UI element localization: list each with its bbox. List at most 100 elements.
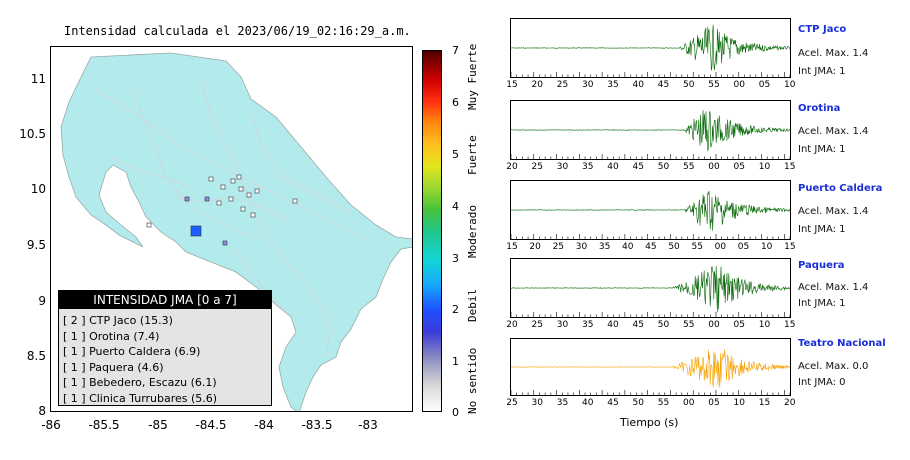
panel-tick-label: 30 [582,80,594,90]
map-ytick: 8 [38,404,46,418]
waveform-panel-teatro-nacional[interactable] [510,338,791,396]
road-network [90,76,372,358]
panel-tick-label: 10 [760,242,773,252]
station-acel: Acel. Max. 1.4 [798,126,869,137]
station-int: Int JMA: 1 [798,298,846,309]
panel-tick-label: 55 [683,162,695,172]
panel-tick-label: 10 [733,398,745,408]
panel-tick-label: 35 [607,80,619,90]
panel-tick-label: 05 [708,398,720,408]
panel-tick-label: 05 [733,162,745,172]
map-title: Intensidad calculada el 2023/06/19_02:16… [64,24,411,38]
panel-tick-label: 10 [758,320,771,330]
station-name[interactable]: CTP Jaco [798,24,847,35]
map-ytick: 10.5 [19,127,46,141]
colorbar-tick: 0 [452,406,459,419]
map-xtick: -85 [148,418,168,432]
panel-tick-label: 50 [668,242,680,252]
colorbar-tick: 2 [452,303,459,316]
colorbar-label: Debil [466,288,479,322]
station-int: Int JMA: 0 [798,377,846,388]
panel-tick-label: 15 [758,398,771,408]
panel-tick-label: 00 [714,242,727,252]
legend-title: INTENSIDAD JMA [0 a 7] [59,291,271,309]
panel-tick-label: 15 [784,242,796,252]
time-axis-title: Tiempo (s) [620,416,679,429]
panel-tick-label: 40 [607,320,619,330]
panel-tick-label: 45 [632,162,644,172]
panel-tick-label: 20 [506,162,518,172]
colorbar-tick: 7 [452,44,459,57]
intensity-colorbar [422,50,442,412]
panel-tick-label: 30 [556,162,569,172]
panel-tick-label: 05 [737,242,750,252]
colorbar-tick: 6 [452,96,459,109]
panel-tick-label: 55 [708,80,720,90]
waveform-panel-ctp-jaco[interactable] [510,18,791,78]
legend-row: [ 2 ] CTP Jaco (15.3) [63,314,173,327]
panel-tick-label: 35 [556,398,569,408]
panel-tick-label: 35 [598,242,611,252]
colorbar-label: Moderado [466,205,479,258]
panel-tick-label: 00 [733,80,745,90]
station-name[interactable]: Orotina [798,103,841,114]
panel-tick-label: 55 [683,320,695,330]
panel-tick-label: 00 [708,320,720,330]
station-markers [146,174,298,228]
colorbar-tick: 1 [452,355,459,368]
station-acel: Acel. Max. 1.4 [798,282,869,293]
colorbar-tick: 3 [452,252,459,265]
station-name[interactable]: Puerto Caldera [798,183,883,194]
panel-tick-label: 00 [708,162,720,172]
waveform-panel-puerto-caldera[interactable] [510,180,791,240]
waveform-panel-paquera[interactable] [510,258,791,318]
waveform-trace [510,24,791,77]
panel-tick-label: 20 [529,242,541,252]
station-acel: Acel. Max. 0.0 [798,361,869,372]
panel-tick-label: 05 [758,80,771,90]
panel-tick-label: 15 [506,242,518,252]
waveform-line [510,110,791,152]
map-ytick: 9 [38,294,46,308]
station-name[interactable]: Paquera [798,260,845,271]
map-ytick: 10 [30,182,46,196]
waveform-line [510,349,791,388]
panel-tick-label: 30 [575,242,588,252]
legend-row: [ 1 ] Orotina (7.4) [63,329,160,343]
waveform-trace [510,266,791,317]
map-xtick: -84.5 [195,418,227,432]
waveform-trace [510,191,791,239]
waveform-trace [510,349,791,395]
panel-tick-label: 35 [582,320,594,330]
costa-rica-map-svg [60,52,412,411]
colorbar-label: Muy Fuerte [466,43,479,110]
map-xtick: -85.5 [88,418,120,432]
panel-tick-label: 40 [607,162,619,172]
panel-tick-label: 45 [632,320,644,330]
panel-tick-label: 15 [784,162,796,172]
panel-tick-label: 30 [556,320,569,330]
panel-tick-label: 15 [506,80,518,90]
panel-tick-label: 20 [531,80,543,90]
panel-tick-label: 40 [632,80,644,90]
felt-stations [184,196,228,246]
waveform-trace [510,110,791,159]
panel-tick-label: 25 [506,398,518,408]
map-ytick: 8.5 [26,349,46,363]
panel-tick-label: 20 [784,398,796,408]
panel-tick-label: 55 [691,242,703,252]
station-name[interactable]: Teatro Nacional [798,338,886,349]
map-ytick: 11 [30,72,46,86]
map-xtick: -86 [41,418,61,432]
waveform-line [510,266,791,313]
panel-tick-label: 05 [733,320,745,330]
panel-tick-label: 10 [758,162,771,172]
panel-tick-label: 45 [657,80,670,90]
colorbar-label: No sentido [466,347,479,414]
legend-row: [ 1 ] Bebedero, Escazu (6.1) [63,376,217,389]
panel-tick-label: 50 [657,162,670,172]
panel-tick-label: 55 [657,398,670,408]
panel-tick-label: 50 [632,398,644,408]
waveform-panel-orotina[interactable] [510,100,791,160]
panel-tick-label: 40 [622,242,634,252]
